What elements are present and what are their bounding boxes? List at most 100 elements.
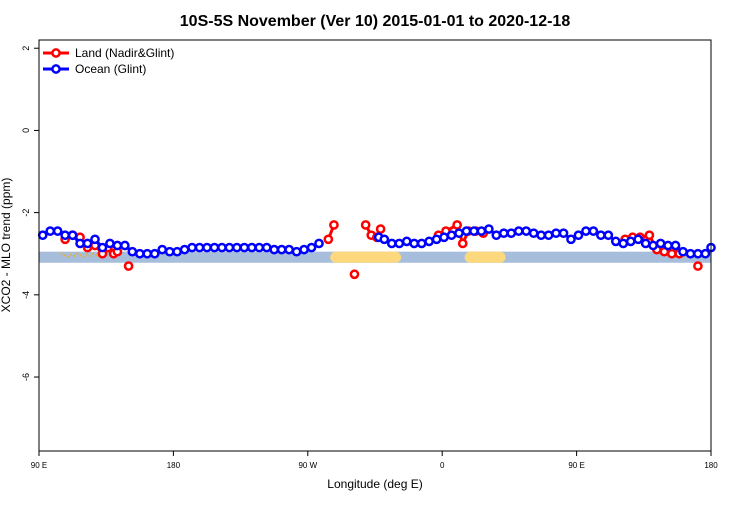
data-point bbox=[157, 244, 168, 255]
data-point bbox=[239, 242, 250, 253]
data-point bbox=[67, 230, 78, 241]
land-islands bbox=[79, 254, 82, 257]
data-point bbox=[349, 269, 360, 280]
land-islands bbox=[69, 253, 72, 256]
data-point bbox=[209, 242, 220, 253]
chart-title: 10S-5S November (Ver 10) 2015-01-01 to 2… bbox=[180, 13, 571, 30]
x-tick-label: 90 W bbox=[298, 461, 317, 470]
data-point bbox=[670, 240, 681, 251]
data-point bbox=[633, 234, 644, 245]
data-point bbox=[60, 230, 70, 241]
data-point bbox=[386, 238, 397, 249]
y-tick-label: -2 bbox=[21, 209, 31, 217]
data-point bbox=[446, 230, 457, 241]
data-point bbox=[685, 248, 696, 259]
series-1 bbox=[37, 224, 716, 259]
data-point bbox=[536, 230, 546, 241]
data-point bbox=[551, 228, 561, 239]
data-point bbox=[291, 246, 302, 257]
data-point bbox=[558, 228, 569, 239]
land-islands bbox=[76, 252, 79, 255]
land-islands bbox=[85, 253, 88, 256]
data-point bbox=[513, 226, 524, 236]
data-point bbox=[82, 238, 93, 249]
data-point bbox=[655, 238, 666, 249]
data-point bbox=[693, 261, 703, 271]
x-tick-label: 180 bbox=[704, 461, 718, 470]
legend-marker bbox=[51, 48, 61, 58]
data-point bbox=[202, 242, 212, 253]
data-point bbox=[314, 238, 324, 249]
data-point bbox=[566, 234, 576, 245]
land-band bbox=[464, 251, 506, 263]
data-point bbox=[276, 244, 287, 255]
y-tick-label: 0 bbox=[21, 128, 31, 133]
data-point bbox=[105, 238, 115, 249]
data-point bbox=[90, 234, 100, 245]
data-point bbox=[112, 240, 123, 251]
data-point bbox=[45, 226, 56, 236]
plot-frame bbox=[38, 39, 712, 452]
data-point bbox=[506, 228, 517, 239]
data-point bbox=[625, 236, 636, 247]
data-point bbox=[75, 238, 85, 249]
land-islands bbox=[63, 254, 66, 257]
data-point bbox=[610, 236, 621, 247]
data-point bbox=[693, 248, 703, 259]
data-point bbox=[401, 236, 412, 247]
data-point bbox=[603, 230, 614, 241]
data-point bbox=[246, 242, 257, 253]
data-point bbox=[284, 244, 294, 255]
data-point bbox=[164, 246, 175, 257]
data-point bbox=[187, 242, 197, 253]
data-point bbox=[439, 232, 449, 243]
x-tick-label: 90 E bbox=[568, 461, 584, 470]
data-point bbox=[469, 226, 479, 236]
y-tick-label: 2 bbox=[21, 46, 31, 51]
land-band bbox=[330, 251, 402, 263]
data-point bbox=[573, 230, 584, 241]
data-point bbox=[424, 236, 434, 247]
data-point bbox=[179, 244, 190, 255]
data-point bbox=[528, 228, 539, 239]
data-point bbox=[172, 246, 182, 257]
data-point bbox=[457, 238, 468, 249]
data-point bbox=[194, 242, 205, 253]
data-point bbox=[217, 242, 227, 253]
data-point bbox=[306, 242, 317, 253]
data-point bbox=[416, 238, 427, 249]
legend-entry: Land (Nadir&Glint) bbox=[43, 46, 174, 60]
data-point bbox=[663, 240, 673, 251]
data-point bbox=[618, 238, 629, 249]
x-tick-label: 0 bbox=[440, 461, 445, 470]
background-band bbox=[39, 251, 711, 263]
data-point bbox=[224, 242, 235, 253]
data-point bbox=[232, 242, 242, 253]
legend: Land (Nadir&Glint) Ocean (Glint) bbox=[43, 46, 174, 76]
data-point bbox=[521, 226, 532, 236]
data-point bbox=[37, 230, 48, 241]
data-point bbox=[127, 246, 138, 257]
x-tick-label: 90 E bbox=[31, 461, 47, 470]
data-point bbox=[149, 248, 160, 259]
land-islands bbox=[72, 254, 76, 258]
x-axis-label: Longitude (deg E) bbox=[327, 477, 422, 491]
data-point bbox=[644, 230, 655, 241]
legend-label: Land (Nadir&Glint) bbox=[75, 46, 174, 60]
data-point bbox=[379, 234, 390, 245]
data-point bbox=[123, 261, 134, 271]
y-tick-label: -6 bbox=[21, 373, 31, 381]
series-layer bbox=[37, 220, 716, 280]
data-point bbox=[476, 226, 487, 236]
legend-entry: Ocean (Glint) bbox=[43, 62, 146, 76]
land-islands bbox=[66, 255, 69, 258]
data-point bbox=[648, 240, 658, 251]
data-point bbox=[581, 226, 591, 236]
data-point bbox=[588, 226, 599, 236]
data-point bbox=[120, 240, 130, 251]
data-point bbox=[491, 230, 502, 241]
data-point bbox=[134, 248, 145, 259]
data-point bbox=[269, 244, 280, 255]
